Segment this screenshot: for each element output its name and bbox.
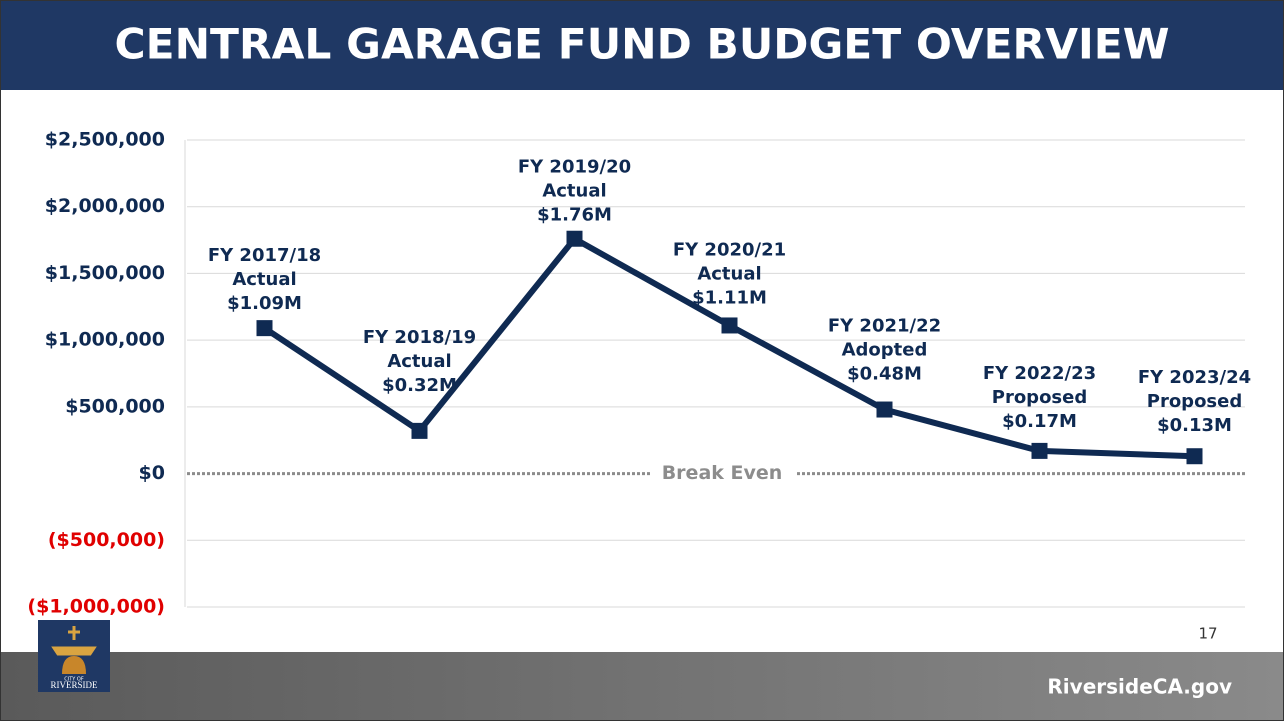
status-label: Proposed xyxy=(1147,391,1243,412)
slide-title: CENTRAL GARAGE FUND BUDGET OVERVIEW xyxy=(115,20,1170,69)
y-tick-label: $1,000,000 xyxy=(45,329,165,351)
value-label: $0.48M xyxy=(847,364,922,385)
y-tick-label: $2,000,000 xyxy=(45,195,165,217)
value-label: $0.32M xyxy=(382,375,457,396)
logo: CITY OF RIVERSIDE xyxy=(38,620,110,692)
category-label: FY 2023/24 xyxy=(1138,367,1251,388)
value-label: $0.13M xyxy=(1157,415,1232,436)
value-label: $1.09M xyxy=(227,293,302,314)
logo-bell xyxy=(62,656,86,674)
website: RiversideCA.gov xyxy=(1047,675,1232,699)
y-tick-label: $1,500,000 xyxy=(45,262,165,284)
annotation-bg xyxy=(650,461,795,486)
category-label: FY 2019/20 xyxy=(518,157,631,178)
marker xyxy=(876,401,893,418)
marker xyxy=(566,230,583,247)
footer-band xyxy=(0,652,1284,721)
marker xyxy=(721,317,738,334)
category-label: FY 2020/21 xyxy=(673,239,786,260)
status-label: Actual xyxy=(232,269,296,290)
marker xyxy=(256,320,273,337)
header-band xyxy=(0,0,1284,90)
logo-cross xyxy=(51,626,97,656)
annotation: Break Even xyxy=(662,462,783,484)
logo-name: RIVERSIDE xyxy=(51,680,99,690)
status-label: Actual xyxy=(697,263,761,284)
marker xyxy=(1186,448,1203,465)
status-label: Adopted xyxy=(842,340,928,361)
status-label: Actual xyxy=(387,351,451,372)
y-tick-label: ($1,000,000) xyxy=(27,596,165,618)
value-label: $0.17M xyxy=(1002,411,1077,432)
value-label: $1.11M xyxy=(692,287,767,308)
status-label: Actual xyxy=(542,181,606,202)
status-label: Proposed xyxy=(992,387,1088,408)
logo-top: CITY OF xyxy=(64,677,84,683)
category-label: FY 2018/19 xyxy=(363,327,476,348)
marker xyxy=(1031,442,1048,459)
page-number: 17 xyxy=(1198,625,1217,643)
category-label: FY 2021/22 xyxy=(828,316,941,337)
y-tick-label: $2,500,000 xyxy=(45,129,165,151)
category-label: FY 2017/18 xyxy=(208,245,321,266)
y-tick-label: ($500,000) xyxy=(48,529,165,551)
value-label: $1.76M xyxy=(537,205,612,226)
category-label: FY 2022/23 xyxy=(983,363,1096,384)
marker xyxy=(411,422,428,439)
y-tick-label: $500,000 xyxy=(65,395,165,417)
y-tick-label: $0 xyxy=(139,462,165,484)
